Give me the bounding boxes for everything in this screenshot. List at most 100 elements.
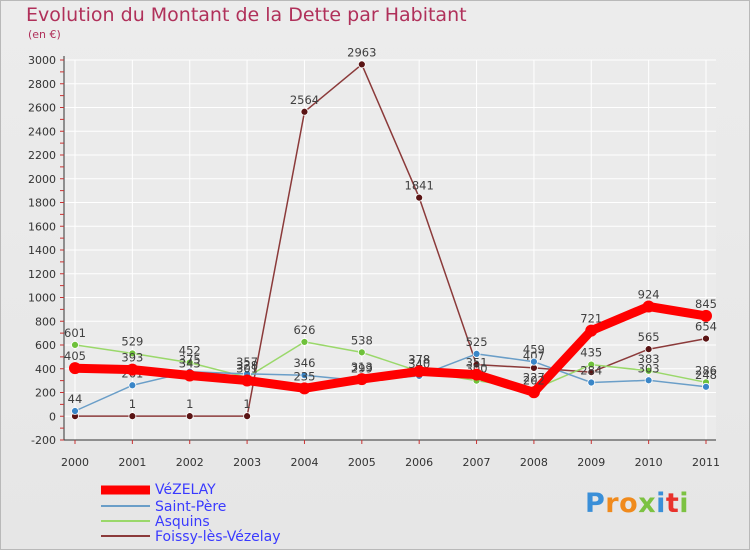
y-tick-label: 1200: [28, 268, 56, 281]
x-tick-label: 2000: [61, 456, 89, 469]
proxiti-logo: Proxiti: [585, 488, 689, 519]
data-label: 1841: [405, 179, 434, 193]
data-label: 405: [64, 349, 86, 363]
y-tick-label: 2000: [28, 173, 56, 186]
data-label: 721: [580, 312, 602, 326]
x-tick-label: 2004: [290, 456, 318, 469]
data-point: [355, 373, 368, 386]
data-label: 407: [523, 349, 545, 363]
data-point: [241, 374, 254, 387]
series-line: [74, 63, 707, 417]
series-line: [74, 341, 707, 391]
data-label: 626: [293, 323, 315, 337]
y-tick-label: 1600: [28, 220, 56, 233]
legend-label-vezelay: VéZELAY: [155, 482, 216, 498]
data-label: 378: [408, 352, 430, 366]
data-label: 202: [523, 373, 545, 387]
data-label: 301: [236, 362, 258, 376]
chart-subtitle: (en €): [28, 28, 61, 41]
chart-title: Evolution du Montant de la Dette par Hab…: [26, 4, 467, 26]
y-tick-label: 200: [35, 387, 56, 400]
x-tick-label: 2005: [348, 456, 376, 469]
data-point: [357, 348, 366, 357]
series-v-zelay: 405 393 343 301 235 313 378 351 202 721 924 845: [64, 288, 717, 399]
x-tick-label: 2011: [692, 456, 720, 469]
data-label: 1: [129, 397, 136, 411]
data-label: 1: [186, 397, 193, 411]
data-point: [587, 378, 596, 387]
data-label: 343: [179, 357, 201, 371]
y-tick-label: 600: [35, 339, 56, 352]
data-point: [185, 412, 194, 421]
logo-letter: r: [605, 488, 620, 519]
data-label: 525: [466, 335, 488, 349]
data-label: 313: [351, 360, 373, 374]
data-point: [300, 338, 309, 346]
data-point: [587, 360, 596, 369]
data-label: 2564: [290, 93, 319, 107]
data-label: 1: [243, 397, 250, 411]
data-point: [183, 369, 196, 382]
data-point: [644, 366, 653, 375]
data-label: 248: [695, 368, 717, 382]
data-point: [527, 386, 540, 399]
logo-letter: i: [656, 488, 666, 519]
data-point: [585, 324, 598, 337]
data-label: 435: [580, 346, 602, 360]
y-tick-label: 1800: [28, 197, 56, 210]
data-point: [128, 412, 137, 421]
data-label: 378: [408, 352, 430, 366]
x-tick-label: 2008: [520, 456, 548, 469]
data-point: [472, 360, 481, 369]
data-label: 654: [695, 320, 717, 334]
data-point: [300, 107, 309, 116]
y-tick-label: 400: [35, 363, 56, 376]
data-point: [702, 382, 710, 391]
data-label: 284: [580, 364, 602, 378]
logo-letter: i: [679, 488, 690, 519]
data-label: 299: [351, 362, 373, 376]
data-label: 328: [236, 358, 258, 372]
data-label: 845: [695, 297, 717, 311]
y-tick-label: 1000: [28, 292, 56, 305]
data-label: 601: [64, 326, 86, 340]
data-label: 459: [523, 343, 545, 357]
data-label: 357: [236, 355, 258, 369]
logo-letter: o: [619, 488, 639, 519]
data-point: [71, 407, 79, 415]
y-tick-label: 2800: [28, 78, 56, 91]
series-foissy-l-s-v-zelay: 1 1 1 2564 2963 1841 407 565 654: [71, 45, 717, 421]
data-point: [702, 334, 710, 343]
data-point: [243, 412, 251, 421]
data-point: [642, 300, 655, 313]
data-point: [644, 345, 653, 354]
data-point: [300, 371, 309, 380]
legend-label-saint-pere: Saint-Père: [155, 499, 227, 515]
x-tick-label: 2006: [405, 456, 433, 469]
data-point: [470, 368, 483, 381]
data-point: [357, 60, 366, 69]
x-tick-label: 2001: [118, 456, 146, 469]
legend-label-asquins: Asquins: [155, 514, 210, 530]
series-line: [70, 302, 711, 397]
data-label: 2963: [347, 45, 376, 59]
y-tick-label: 2400: [28, 125, 56, 138]
y-tick-label: -200: [31, 434, 56, 447]
data-label: 565: [638, 330, 660, 344]
y-tick-label: 2200: [28, 149, 56, 162]
data-point: [415, 193, 424, 202]
data-label: 375: [179, 353, 201, 367]
data-point: [126, 363, 139, 376]
y-tick-label: 0: [49, 410, 56, 423]
data-point: [530, 357, 538, 366]
data-label: 529: [121, 334, 143, 348]
x-tick-label: 2009: [577, 456, 605, 469]
logo-letter: t: [665, 488, 680, 519]
y-tick-label: 3000: [28, 54, 56, 67]
data-point: [128, 381, 137, 390]
data-label: 393: [121, 351, 143, 365]
data-label: 346: [293, 356, 315, 370]
y-tick-label: 2600: [28, 102, 56, 115]
data-label: 383: [638, 352, 660, 366]
